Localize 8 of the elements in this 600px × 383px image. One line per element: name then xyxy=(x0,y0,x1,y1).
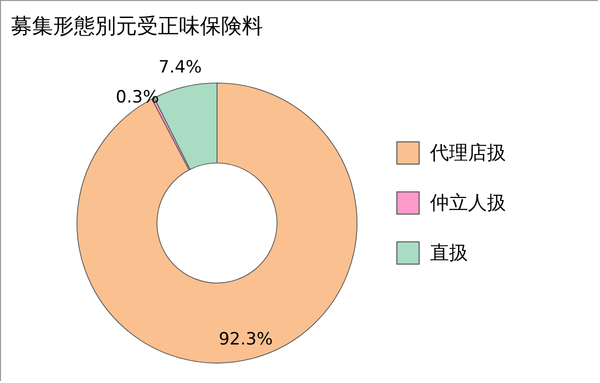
data-label: 0.3% xyxy=(116,87,159,108)
data-label: 92.3% xyxy=(218,330,273,350)
chart-title: 募集形態別元受正味保険料 xyxy=(11,14,263,38)
legend-label: 直扱 xyxy=(430,242,468,264)
data-label: 7.4% xyxy=(158,57,202,78)
donut-slice xyxy=(76,82,358,364)
legend-label: 代理店扱 xyxy=(429,142,506,164)
legend-label: 仲立人扱 xyxy=(430,192,506,214)
